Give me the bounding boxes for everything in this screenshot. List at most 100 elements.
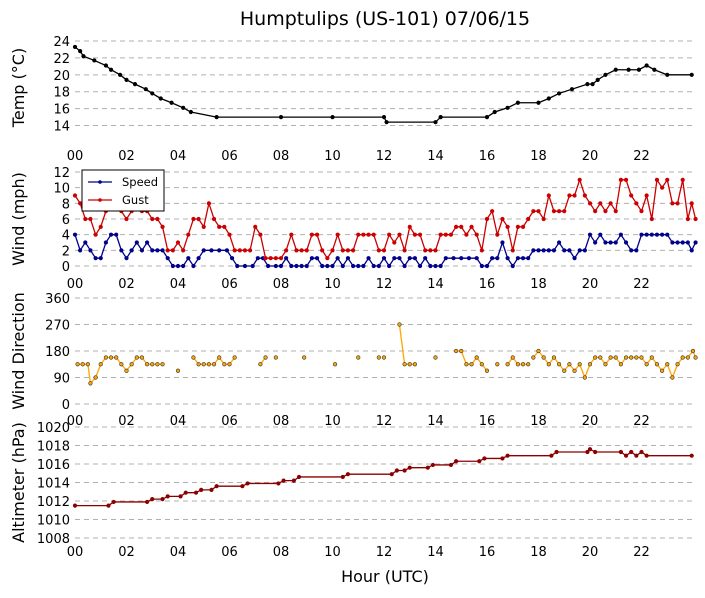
- data-point-gust: [201, 224, 206, 229]
- data-point-speed: [572, 256, 577, 261]
- x-tick-label: 18: [530, 149, 547, 164]
- y-tick-label: 8: [62, 197, 70, 212]
- data-point-speed: [484, 263, 490, 269]
- series-direction: [75, 322, 698, 386]
- data-point-gust: [150, 216, 155, 222]
- data-point-altimeter: [425, 465, 430, 470]
- data-point-gust: [577, 177, 582, 182]
- data-point-direction: [531, 355, 536, 360]
- data-point-temp: [590, 82, 595, 87]
- data-point-direction: [160, 362, 165, 367]
- y-tick-label: 6: [62, 213, 70, 228]
- data-point-temp: [546, 96, 551, 101]
- data-point-direction: [556, 362, 562, 367]
- data-point-gust: [345, 248, 351, 253]
- data-point-temp: [636, 67, 642, 72]
- data-point-speed: [629, 248, 634, 253]
- data-point-direction: [608, 355, 613, 360]
- data-point-altimeter: [340, 474, 345, 480]
- data-point-temp: [330, 114, 335, 120]
- data-point-gust: [526, 216, 531, 222]
- data-point-temp: [515, 100, 521, 105]
- data-point-direction: [232, 355, 237, 360]
- data-point-direction: [98, 362, 103, 367]
- x-tick-label: 00: [67, 545, 84, 560]
- data-point-direction: [80, 362, 85, 367]
- data-point-direction: [412, 362, 418, 367]
- data-point-speed: [433, 263, 438, 269]
- data-point-speed: [577, 248, 582, 253]
- data-point-speed: [289, 263, 294, 269]
- data-point-speed: [229, 256, 235, 261]
- data-point-direction: [680, 355, 685, 360]
- data-point-speed: [479, 263, 484, 269]
- data-point-temp: [124, 77, 129, 82]
- data-point-gust: [93, 232, 98, 237]
- data-point-temp: [132, 82, 138, 87]
- y-tick-label: 270: [45, 319, 70, 334]
- data-point-temp: [150, 91, 155, 96]
- data-point-direction: [222, 362, 227, 367]
- data-point-direction: [119, 362, 124, 367]
- legend-label: Gust: [122, 193, 149, 207]
- data-point-direction: [206, 362, 211, 367]
- series-line-direction: [456, 350, 488, 372]
- plot-area-temp: [75, 41, 693, 134]
- data-point-altimeter: [394, 468, 399, 473]
- data-point-gust: [284, 248, 289, 253]
- data-point-speed: [325, 263, 330, 269]
- x-tick-label: 00: [67, 149, 84, 164]
- data-point-gust: [459, 224, 464, 229]
- data-point-gust: [402, 248, 407, 253]
- data-point-gust: [495, 232, 500, 237]
- data-point-gust: [289, 232, 294, 237]
- data-point-gust: [78, 201, 83, 206]
- x-tick-label: 08: [273, 545, 290, 560]
- y-tick-label: 1020: [37, 421, 70, 436]
- data-point-altimeter: [291, 478, 296, 483]
- data-point-speed: [443, 256, 448, 261]
- data-point-speed: [582, 248, 587, 253]
- x-tick-label: 06: [221, 149, 238, 164]
- data-point-speed: [340, 263, 345, 269]
- series-line-direction: [398, 324, 415, 365]
- data-point-speed: [181, 263, 186, 269]
- data-point-speed: [304, 263, 309, 269]
- data-point-speed: [273, 263, 278, 269]
- data-point-altimeter: [644, 453, 649, 458]
- data-point-direction: [145, 362, 150, 367]
- data-point-altimeter: [593, 449, 598, 455]
- data-point-gust: [232, 248, 237, 253]
- data-point-altimeter: [214, 484, 219, 489]
- data-point-temp: [689, 72, 694, 77]
- data-point-speed: [438, 263, 443, 269]
- data-point-gust: [88, 216, 93, 222]
- x-tick-label: 10: [324, 545, 341, 560]
- data-point-speed: [361, 263, 366, 269]
- data-point-altimeter: [618, 449, 624, 455]
- data-point-speed: [402, 263, 407, 269]
- data-point-gust: [299, 248, 304, 253]
- x-tick-label: 06: [221, 545, 238, 560]
- data-point-direction: [402, 362, 407, 367]
- data-point-gust: [83, 216, 88, 222]
- data-point-direction: [639, 355, 644, 360]
- data-point-gust: [505, 224, 510, 229]
- data-point-speed: [266, 263, 271, 269]
- y-tick-label: 1008: [37, 532, 70, 547]
- data-point-gust: [165, 248, 170, 253]
- data-point-direction: [670, 375, 675, 380]
- series-altimeter: [72, 447, 694, 508]
- data-point-temp: [92, 58, 97, 63]
- data-point-gust: [309, 232, 315, 237]
- data-point-gust: [381, 248, 387, 253]
- data-point-gust: [371, 232, 376, 237]
- data-point-direction: [88, 381, 93, 386]
- data-point-gust: [531, 209, 536, 214]
- x-tick-label: 12: [376, 277, 393, 292]
- data-point-speed: [536, 248, 541, 253]
- data-point-gust: [551, 209, 557, 214]
- data-point-direction: [114, 355, 119, 360]
